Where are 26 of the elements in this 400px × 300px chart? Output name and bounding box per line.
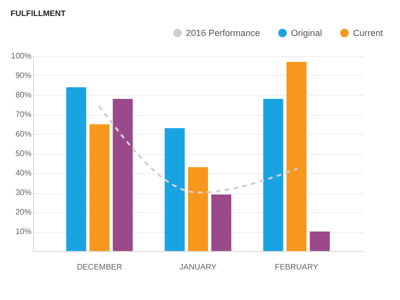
y-tick-label: 10% — [15, 227, 32, 236]
y-tick-label: 70% — [15, 110, 32, 119]
y-tick-label: 90% — [15, 71, 32, 80]
y-tick-label: 40% — [15, 168, 32, 178]
bar — [310, 232, 330, 251]
y-tick-label: 60% — [15, 130, 32, 138]
x-tick-label: FEBRUARY — [274, 262, 319, 272]
bar — [66, 87, 86, 251]
y-tick-label: 20% — [15, 208, 32, 216]
legend-label: Original — [291, 28, 322, 38]
y-tick-label: 30% — [15, 188, 32, 197]
y-tick-label: 80% — [15, 90, 32, 100]
x-tick-label: DECEMBER — [76, 262, 122, 272]
bar — [211, 194, 232, 251]
bar — [112, 98, 133, 251]
bar — [164, 128, 185, 251]
y-tick-label: 50% — [15, 149, 32, 158]
bar — [89, 124, 110, 251]
y-tick-label: 100% — [11, 52, 32, 60]
bar — [286, 62, 307, 251]
bar — [263, 98, 284, 251]
chart-title: FULFILLMENT — [10, 9, 66, 18]
x-tick-label: JANUARY — [179, 262, 218, 272]
legend-label: Current — [353, 28, 384, 38]
legend-label: 2016 Performance — [186, 28, 260, 38]
bar — [188, 167, 208, 251]
